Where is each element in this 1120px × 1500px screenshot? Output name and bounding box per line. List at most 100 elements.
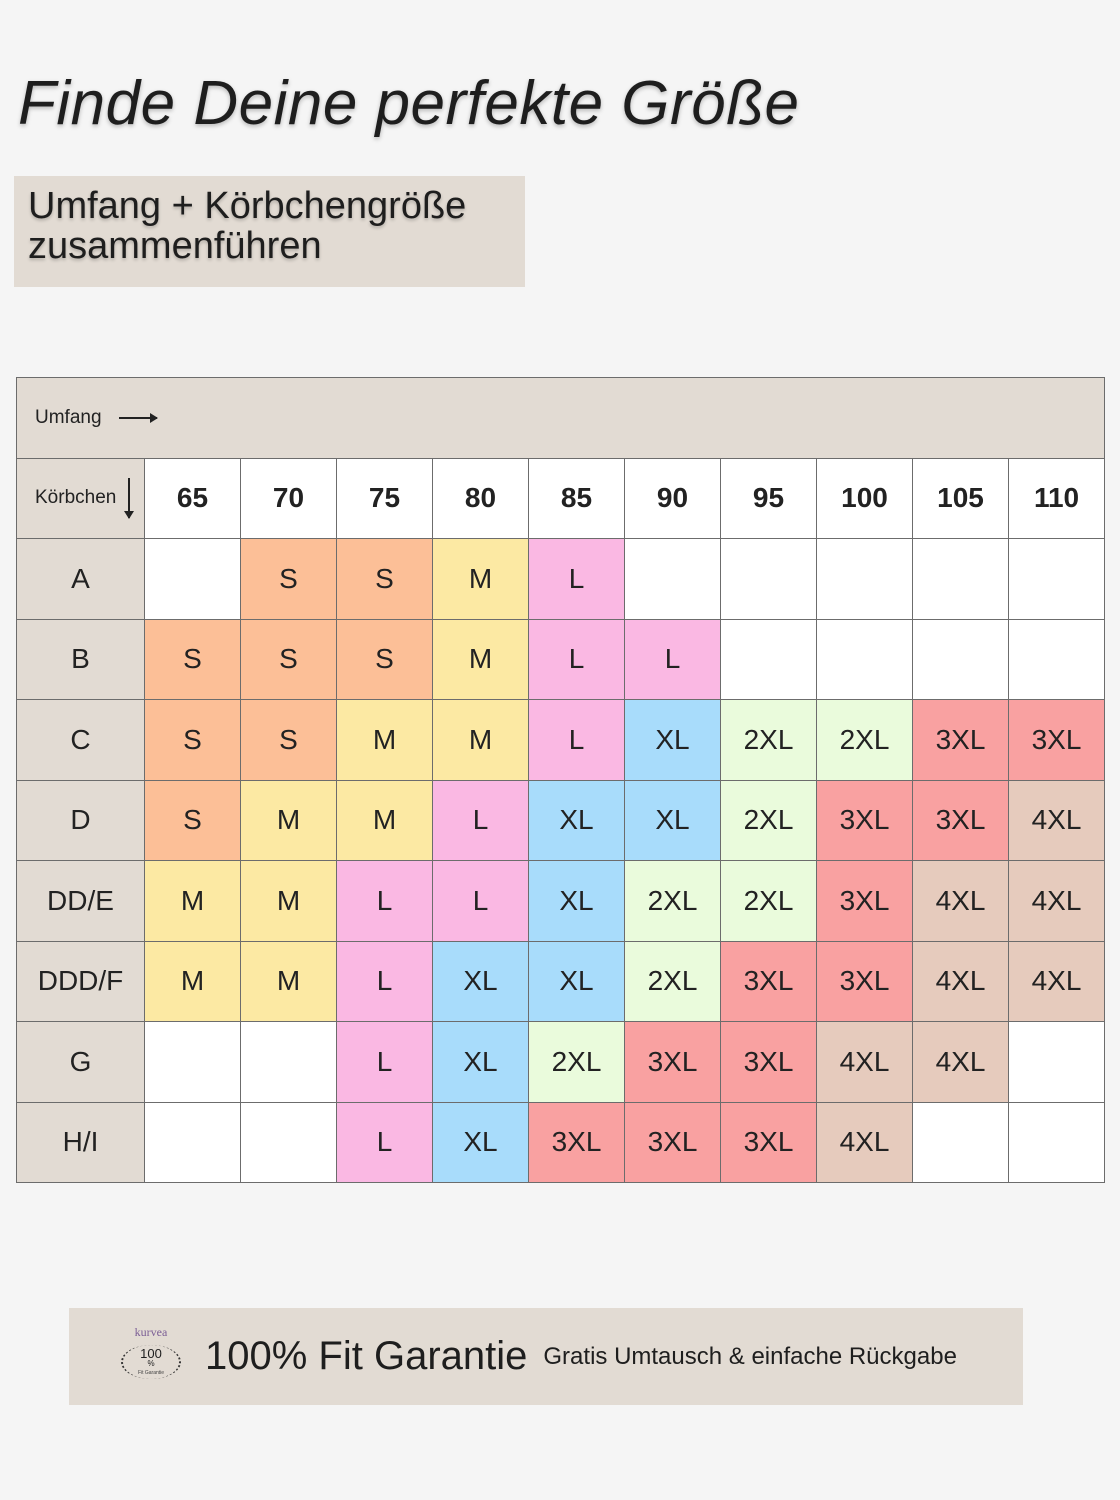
size-cell: S	[240, 618, 337, 700]
size-cell: XL	[432, 1101, 529, 1183]
size-cell: 2XL	[816, 699, 913, 781]
size-cell: 3XL	[816, 779, 913, 861]
size-cell: 3XL	[1007, 699, 1106, 781]
size-cell: S	[336, 538, 433, 620]
arrow-down-icon	[123, 478, 134, 520]
size-cell: M	[144, 940, 241, 1022]
cup-label: DDD/F	[16, 940, 145, 1022]
column-header-105: 105	[912, 457, 1009, 539]
column-header-70: 70	[240, 457, 337, 539]
size-cell: L	[336, 1101, 433, 1183]
column-header-row: Körbchen 65 70 75 80 85 90 95 100 105 110	[16, 457, 1106, 539]
size-cell: M	[144, 860, 241, 942]
subtitle-box: Umfang + Körbchengröße zusammenführen	[14, 176, 525, 287]
size-cell: L	[336, 1021, 433, 1103]
size-cell: 4XL	[1007, 860, 1106, 942]
size-cell: 4XL	[1007, 940, 1106, 1022]
size-cell	[144, 538, 241, 620]
column-header-95: 95	[720, 457, 817, 539]
size-cell: S	[144, 779, 241, 861]
seal-percent: %	[147, 1359, 155, 1368]
fit-guarantee-seal-icon: kurvea 100 % Fit Garantie	[119, 1324, 183, 1387]
column-header-90: 90	[624, 457, 721, 539]
size-cell: M	[336, 699, 433, 781]
column-header-75: 75	[336, 457, 433, 539]
size-cell: 3XL	[720, 1101, 817, 1183]
size-cell	[816, 538, 913, 620]
cup-label: DD/E	[16, 860, 145, 942]
fit-guarantee-banner: kurvea 100 % Fit Garantie 100% Fit Garan…	[69, 1308, 1023, 1405]
column-header-65: 65	[144, 457, 241, 539]
cup-label: B	[16, 618, 145, 700]
size-cell: 3XL	[720, 940, 817, 1022]
size-cell: L	[432, 779, 529, 861]
cup-label: C	[16, 699, 145, 781]
size-cell	[624, 538, 721, 620]
size-chart-table: Umfang Körbchen 65 70 75 80 85 90 95 100 105 110 …	[15, 377, 1106, 1183]
size-cell	[720, 618, 817, 700]
column-header-110: 110	[1007, 457, 1106, 539]
size-cell	[912, 538, 1009, 620]
size-cell	[1007, 1101, 1106, 1183]
table-row: D S M M L XL XL 2XL 3XL 3XL 4XL	[16, 779, 1106, 861]
size-cell: 2XL	[624, 940, 721, 1022]
seal-number: 100	[140, 1346, 162, 1361]
size-cell: 3XL	[720, 1021, 817, 1103]
cup-label: D	[16, 779, 145, 861]
size-cell	[1007, 618, 1106, 700]
subtitle-line-2: zusammenführen	[28, 225, 322, 267]
size-cell: M	[240, 779, 337, 861]
size-cell: XL	[432, 1021, 529, 1103]
table-row: G L XL 2XL 3XL 3XL 4XL 4XL	[16, 1021, 1106, 1103]
size-cell	[912, 1101, 1009, 1183]
size-cell	[912, 618, 1009, 700]
size-cell: M	[240, 940, 337, 1022]
size-cell: 2XL	[528, 1021, 625, 1103]
size-cell: 3XL	[624, 1101, 721, 1183]
table-row: H/I L XL 3XL 3XL 3XL 4XL	[16, 1101, 1106, 1183]
size-cell: L	[624, 618, 721, 700]
size-cell: L	[528, 538, 625, 620]
umfang-label: Umfang	[35, 406, 102, 428]
size-cell	[1007, 538, 1106, 620]
size-cell: 3XL	[816, 860, 913, 942]
size-cell: 2XL	[720, 860, 817, 942]
size-cell: 2XL	[720, 779, 817, 861]
size-cell	[816, 618, 913, 700]
size-cell: 3XL	[912, 699, 1009, 781]
column-header-100: 100	[816, 457, 913, 539]
size-cell: XL	[528, 779, 625, 861]
size-cell: S	[240, 538, 337, 620]
size-cell	[240, 1021, 337, 1103]
cup-label: A	[16, 538, 145, 620]
page-title: Finde Deine perfekte Größe	[18, 69, 800, 138]
size-cell: 3XL	[912, 779, 1009, 861]
size-cell: 4XL	[816, 1101, 913, 1183]
size-cell: M	[240, 860, 337, 942]
size-cell: S	[144, 699, 241, 781]
size-cell: 4XL	[912, 1021, 1009, 1103]
size-cell: XL	[528, 860, 625, 942]
size-cell: 4XL	[1007, 779, 1106, 861]
seal-brand: kurvea	[134, 1324, 168, 1339]
size-cell: XL	[624, 699, 721, 781]
subtitle-line-1: Umfang + Körbchengröße	[28, 185, 467, 227]
size-cell: S	[240, 699, 337, 781]
size-cell: 3XL	[816, 940, 913, 1022]
arrow-right-icon	[118, 412, 158, 423]
size-cell: S	[144, 618, 241, 700]
size-cell	[720, 538, 817, 620]
banner-title: 100% Fit Garantie	[205, 1334, 528, 1378]
size-cell: XL	[624, 779, 721, 861]
size-cell: 4XL	[912, 860, 1009, 942]
size-cell: XL	[432, 940, 529, 1022]
size-cell	[1007, 1021, 1106, 1103]
size-cell: M	[336, 779, 433, 861]
umfang-header: Umfang	[15, 377, 1106, 459]
seal-ring: 100 % Fit Garantie	[121, 1344, 181, 1379]
column-header-85: 85	[528, 457, 625, 539]
table-row: C S S M M L XL 2XL 2XL 3XL 3XL	[16, 699, 1106, 781]
size-cell: 4XL	[816, 1021, 913, 1103]
size-cell	[144, 1101, 241, 1183]
